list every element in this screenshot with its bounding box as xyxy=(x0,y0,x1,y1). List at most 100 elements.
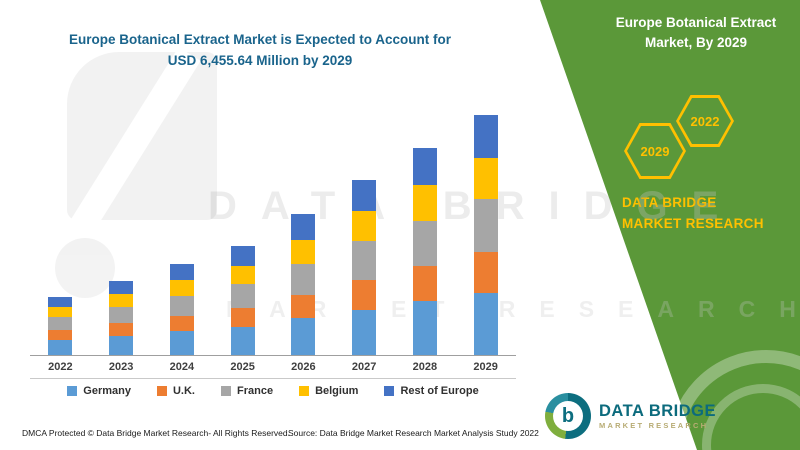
bar-segment-rest-of-europe-2022 xyxy=(48,296,73,308)
bar-segment-rest-of-europe-2023 xyxy=(109,281,134,295)
side-panel-title-line1: Europe Botanical Extract xyxy=(615,15,777,30)
bar-segment-u-k-2029 xyxy=(473,251,498,293)
hexagon-2022-fill xyxy=(679,98,731,144)
bar-segment-france-2028 xyxy=(412,220,437,267)
bar-segment-france-2023 xyxy=(109,306,134,324)
side-panel-title: Europe Botanical Extract Market, By 2029 xyxy=(596,13,796,54)
x-axis-label-2023: 2023 xyxy=(108,361,134,373)
stacked-bar-2022 xyxy=(48,296,73,355)
chart-title-line2: USD 6,455.64 Million by 2029 xyxy=(167,52,353,68)
stacked-bar-2028 xyxy=(412,148,437,355)
bar-column-2027 xyxy=(334,179,395,355)
stacked-bar-2026 xyxy=(291,214,316,355)
bar-segment-germany-2025 xyxy=(230,326,255,355)
stacked-bar-2029 xyxy=(473,115,498,355)
bar-segment-germany-2028 xyxy=(412,301,437,355)
bar-segment-belgium-2029 xyxy=(473,158,498,200)
source-note: Source: Data Bridge Market Research Mark… xyxy=(288,428,539,438)
legend-item-rest-of-europe: Rest of Europe xyxy=(384,385,479,397)
bar-segment-rest-of-europe-2029 xyxy=(473,115,498,159)
bar-segment-belgium-2027 xyxy=(352,211,377,242)
legend-swatch-germany xyxy=(67,386,78,396)
legend-item-belgium: Belgium xyxy=(299,385,358,397)
bar-segment-u-k-2026 xyxy=(291,294,316,319)
hexagon-2022-label: 2022 xyxy=(690,113,720,129)
bar-segment-rest-of-europe-2027 xyxy=(352,179,377,212)
legend-swatch-france xyxy=(220,386,231,396)
legend-label-germany: Germany xyxy=(83,385,131,397)
x-axis-label-2026: 2026 xyxy=(291,361,316,373)
bar-segment-rest-of-europe-2028 xyxy=(412,148,437,186)
hexagon-2022: 2022 xyxy=(676,95,734,147)
dmca-notice: DMCA Protected © Data Bridge Market Rese… xyxy=(22,428,290,438)
bar-segment-u-k-2025 xyxy=(230,308,255,327)
bar-segment-u-k-2023 xyxy=(109,323,134,336)
hexagon-2029: 2029 xyxy=(624,123,686,179)
legend-swatch-rest-of-europe xyxy=(384,386,395,396)
stacked-bar-chart: 2022 2023 2024 2025 2026 2027 2028 2029 Germany… xyxy=(30,115,516,397)
logo-subtitle: MARKET RESEARCH xyxy=(599,420,709,430)
side-panel-title-line2: Market, By 2029 xyxy=(644,35,748,51)
bar-segment-france-2029 xyxy=(473,199,498,252)
bar-column-2022 xyxy=(30,296,91,355)
hexagon-2029-label: 2029 xyxy=(640,143,670,159)
side-panel-brand-text: DATA BRIDGE MARKET RESEARCH xyxy=(622,195,764,231)
logo-name: DATA BRIDGE xyxy=(599,402,717,421)
x-axis-label-2029: 2029 xyxy=(473,361,498,373)
bar-column-2024 xyxy=(152,263,213,355)
legend-item-u-k: U.K. xyxy=(156,385,195,397)
bar-segment-germany-2024 xyxy=(169,331,194,355)
data-bridge-logo-icon: b xyxy=(545,393,591,439)
bar-segment-u-k-2027 xyxy=(352,279,377,310)
chart-title-line1: Europe Botanical Extract Market is Expec… xyxy=(68,32,452,47)
bar-segment-france-2022 xyxy=(48,317,73,331)
stacked-bar-2027 xyxy=(352,179,377,355)
bar-segment-germany-2027 xyxy=(352,309,377,355)
bar-segment-belgium-2024 xyxy=(169,280,194,296)
watermark-logo-icon xyxy=(55,47,225,307)
bar-segment-belgium-2022 xyxy=(48,307,73,318)
bar-column-2025 xyxy=(212,246,273,355)
legend-swatch-belgium xyxy=(299,386,310,396)
bar-segment-germany-2029 xyxy=(473,292,498,355)
x-axis-label-2025: 2025 xyxy=(230,361,255,373)
stacked-bar-2025 xyxy=(230,246,255,355)
bar-segment-belgium-2023 xyxy=(109,294,134,307)
bar-segment-u-k-2028 xyxy=(412,266,437,302)
bar-segment-rest-of-europe-2025 xyxy=(230,246,255,266)
watermark-logo-square xyxy=(67,52,217,220)
chart-title: Europe Botanical Extract Market is Expec… xyxy=(35,30,485,72)
watermark-logo-circle xyxy=(55,238,115,298)
bar-column-2028 xyxy=(395,148,456,355)
bar-segment-belgium-2026 xyxy=(291,239,316,264)
data-bridge-logo-text: DATA BRIDGE MARKET RESEARCH xyxy=(599,402,716,429)
legend-swatch-u-k xyxy=(156,386,167,396)
x-axis-label-2022: 2022 xyxy=(48,361,73,373)
stacked-bar-2024 xyxy=(169,263,194,355)
bar-segment-france-2024 xyxy=(169,295,194,316)
bar-segment-belgium-2025 xyxy=(230,265,255,285)
x-axis-label-2028: 2028 xyxy=(412,361,438,373)
legend-item-france: France xyxy=(220,385,274,397)
bar-segment-germany-2023 xyxy=(109,335,134,355)
x-axis-labels: 2022 2023 2024 2025 2026 2027 2028 2029 xyxy=(30,356,516,378)
bar-column-2023 xyxy=(91,281,152,355)
bar-segment-u-k-2022 xyxy=(48,330,73,340)
plot-area xyxy=(30,115,516,356)
bar-segment-germany-2026 xyxy=(291,318,316,355)
stacked-bar-2023 xyxy=(109,281,134,355)
x-axis-label-2024: 2024 xyxy=(169,361,195,373)
legend-label-rest-of-europe: Rest of Europe xyxy=(400,385,479,397)
bar-segment-rest-of-europe-2024 xyxy=(169,263,194,281)
bar-segment-france-2026 xyxy=(291,263,316,295)
bar-segment-france-2027 xyxy=(352,241,377,280)
legend-label-france: France xyxy=(236,385,274,397)
bar-segment-germany-2022 xyxy=(48,339,73,355)
legend-item-germany: Germany xyxy=(67,385,131,397)
bar-segment-france-2025 xyxy=(230,284,255,309)
bar-segment-belgium-2028 xyxy=(412,185,437,221)
data-bridge-logo: b DATA BRIDGE MARKET RESEARCH xyxy=(545,393,716,439)
bar-column-2029 xyxy=(455,115,516,355)
bar-segment-u-k-2024 xyxy=(169,315,194,332)
